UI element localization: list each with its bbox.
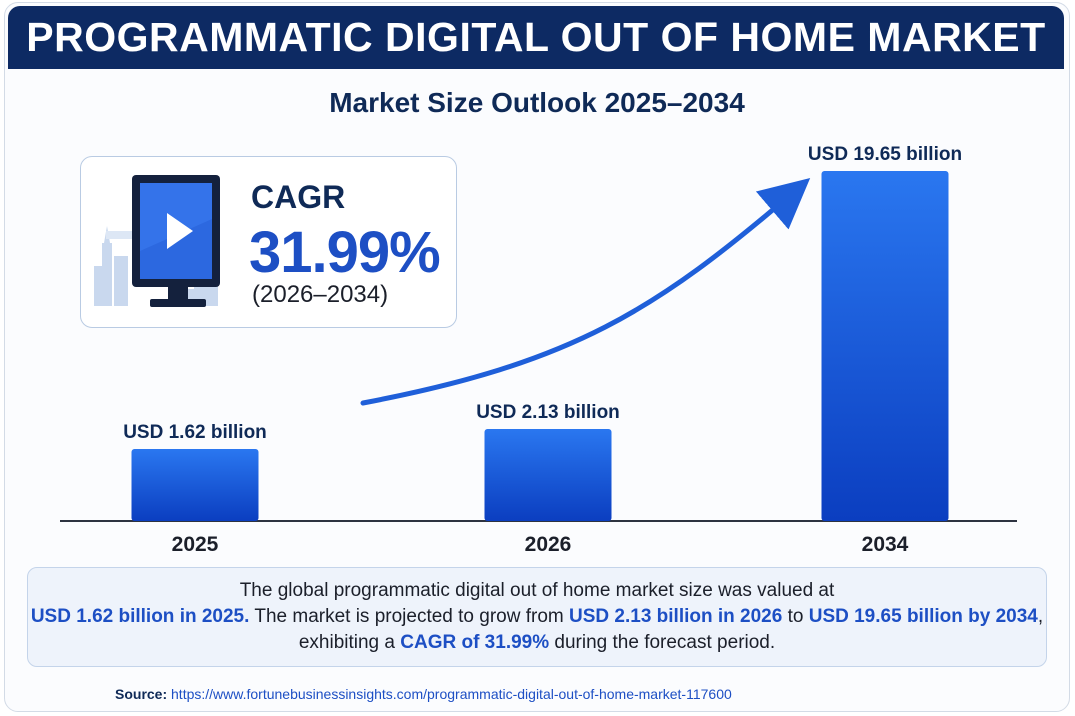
description-text: , exhibiting a [298,606,1044,653]
description-value-2025: USD 1.62 billion in 2025. [30,606,250,627]
bar-2025 [131,449,259,521]
x-tick-label: 2026 [525,533,572,556]
title-banner: PROGRAMMATIC DIGITAL OUT OF HOME MARKET [8,6,1064,69]
source-label: Source: [115,686,168,702]
bar-value-label: USD 1.62 billion [123,422,267,443]
cagr-label: CAGR [251,179,346,215]
description-line-2: USD 1.62 billion in 2025. The market is … [28,604,1046,656]
source-link[interactable]: https://www.fortunebusinessinsights.com/… [171,686,732,702]
x-tick-label: 2025 [172,533,219,556]
cagr-period: (2026–2034) [252,281,389,308]
description-cagr: CAGR of 31.99% [400,632,550,653]
source-line: Source: https://www.fortunebusinessinsig… [115,686,732,702]
description-line-1: The global programmatic digital out of h… [239,580,835,601]
bar-value-label: USD 19.65 billion [808,144,962,165]
description-text: The market is projected to grow from [249,606,570,627]
bar-2034 [821,171,949,521]
x-tick-label: 2034 [862,533,909,556]
description-box: The global programmatic digital out of h… [27,567,1047,667]
description-value-2034: USD 19.65 billion by 2034 [808,606,1038,627]
description-text: to [782,606,809,627]
page-title: PROGRAMMATIC DIGITAL OUT OF HOME MARKET [26,14,1046,60]
chart-subtitle: Market Size Outlook 2025–2034 [329,87,745,118]
growth-arrow [360,177,811,406]
bar-chart: USD 1.62 billion 2025 USD 2.13 billion 2026… [60,144,1017,556]
description-text: during the forecast period. [549,632,776,653]
description-value-2026: USD 2.13 billion in 2026 [569,606,783,627]
cagr-card: CAGR 31.99% (2026–2034) [80,156,457,328]
digital-billboard-icon [94,175,220,307]
infographic-frame: PROGRAMMATIC DIGITAL OUT OF HOME MARKET … [4,2,1070,712]
growth-arrow-line [360,177,811,406]
bar-2026 [484,429,612,521]
bar-value-label: USD 2.13 billion [476,402,620,423]
cagr-value: 31.99% [249,220,441,285]
